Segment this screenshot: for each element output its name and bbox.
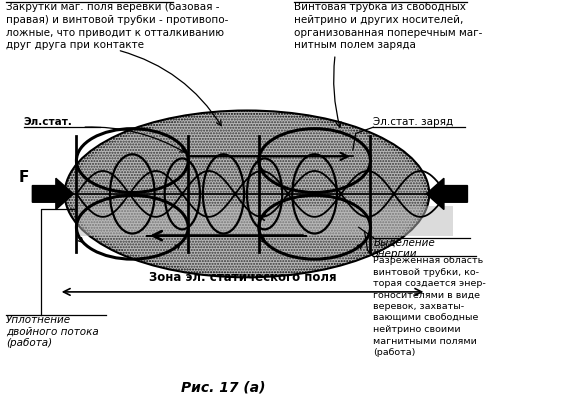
Text: F: F: [18, 170, 29, 185]
Ellipse shape: [70, 116, 424, 272]
Ellipse shape: [65, 111, 429, 277]
Text: Винтовая трубка из свободных
нейтрино и других носителей,
организованная попереч: Винтовая трубка из свободных нейтрино и …: [294, 2, 482, 50]
Text: Рис. 17 (а): Рис. 17 (а): [181, 380, 266, 394]
FancyBboxPatch shape: [76, 206, 453, 236]
FancyArrow shape: [32, 178, 74, 209]
Text: Разреженная область
винтовой трубки, ко-
торая создается энер-
гоносителями в ви: Разреженная область винтовой трубки, ко-…: [373, 256, 486, 357]
Text: Зона эл. статического поля: Зона эл. статического поля: [149, 271, 336, 284]
FancyArrow shape: [426, 178, 467, 209]
Text: Выделение
энергии: Выделение энергии: [373, 238, 435, 259]
Text: Эл.стат. заряд: Эл.стат. заряд: [373, 117, 453, 127]
Text: Уплотнение
двойного потока
(работа): Уплотнение двойного потока (работа): [6, 315, 99, 348]
Text: Эл.стат.: Эл.стат.: [24, 117, 72, 127]
Text: Закрутки маг. поля веревки (базовая -
правая) и винтовой трубки - противопо-
лож: Закрутки маг. поля веревки (базовая - пр…: [6, 2, 228, 50]
